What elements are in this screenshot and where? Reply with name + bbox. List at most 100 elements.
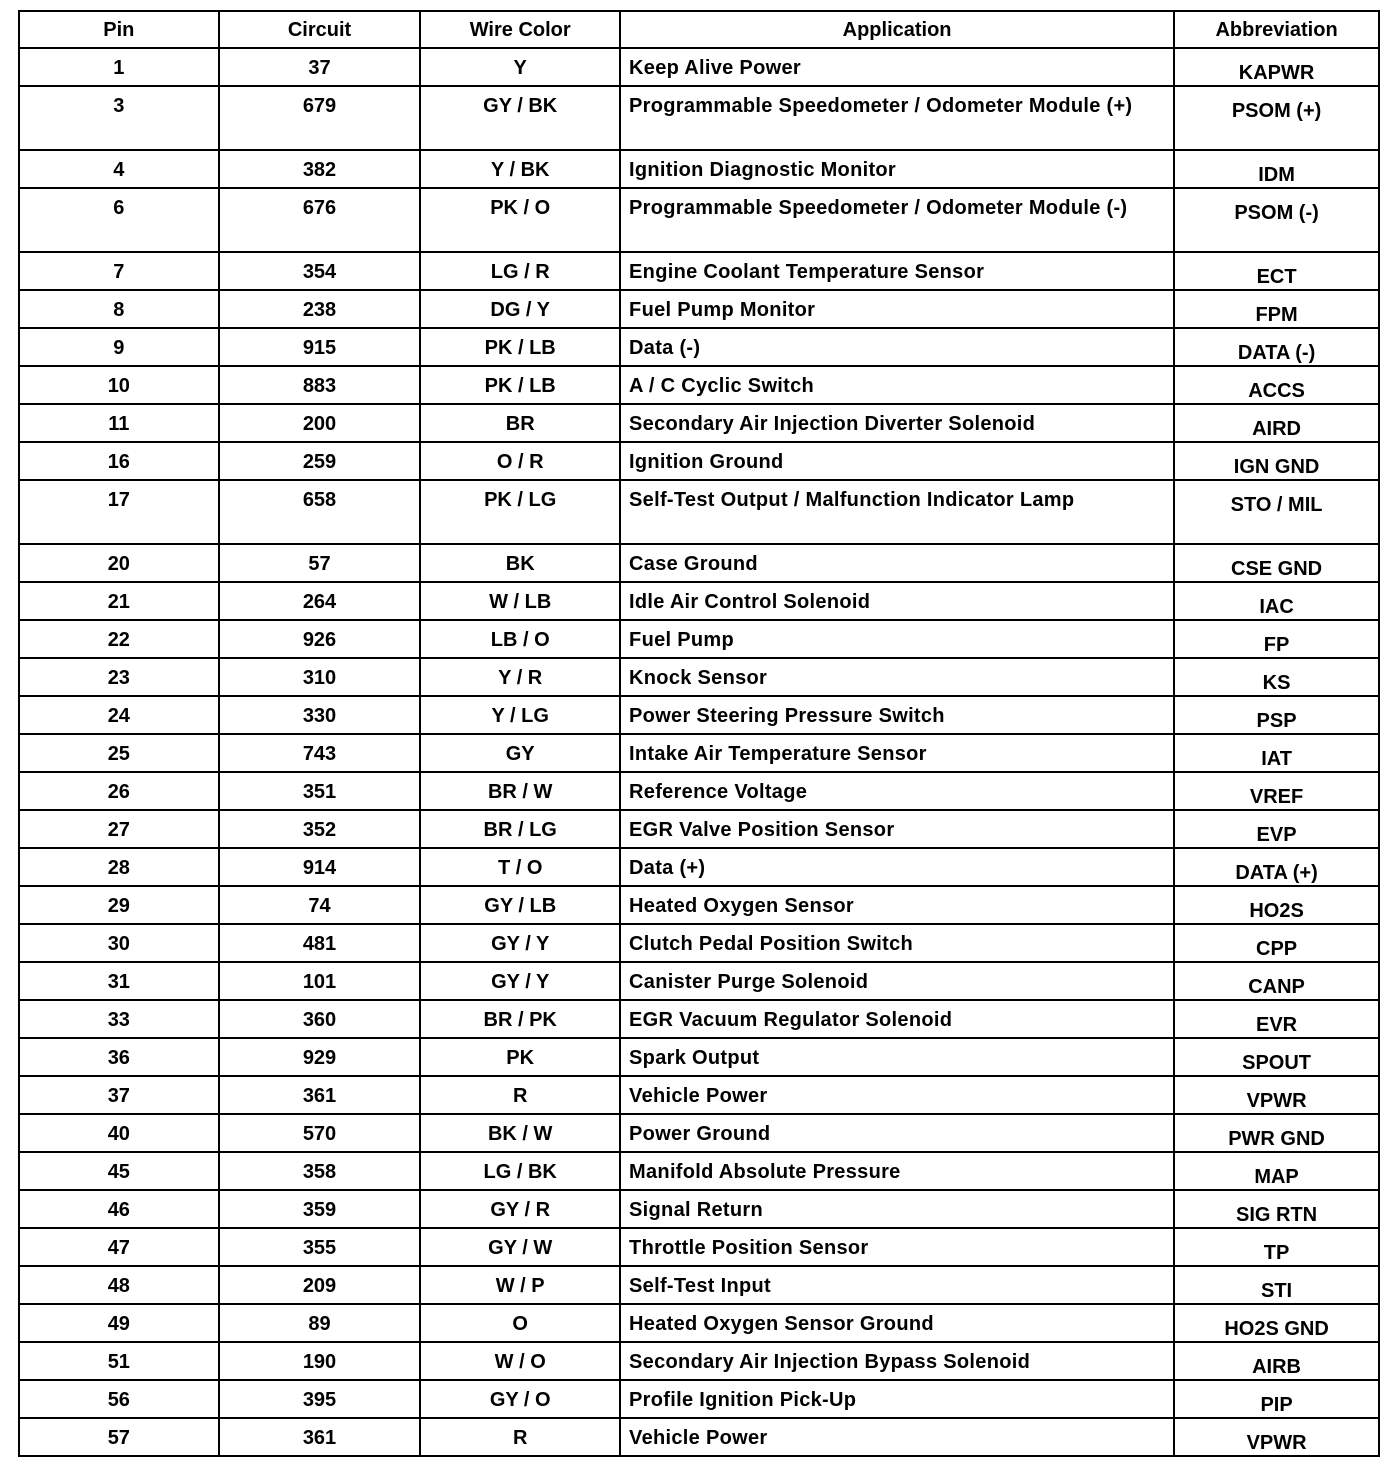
cell-wire-color: BR / LG (419, 809, 622, 849)
cell-circuit: 351 (217, 771, 422, 811)
cell-abbreviation: CPP (1173, 923, 1380, 963)
cell-application: Engine Coolant Temperature Sensor (619, 251, 1176, 291)
cell-circuit: 481 (217, 923, 422, 963)
table-row: 36 929 PK Spark Output SPOUT (18, 1037, 1380, 1077)
cell-application: Power Ground (619, 1113, 1176, 1153)
cell-wire-color: GY / Y (419, 961, 622, 1001)
cell-application: Clutch Pedal Position Switch (619, 923, 1176, 963)
cell-pin: 24 (18, 695, 220, 735)
cell-application: Knock Sensor (619, 657, 1176, 697)
table-row: 27 352 BR / LG EGR Valve Position Sensor EVP (18, 809, 1380, 849)
cell-wire-color: PK / O (419, 187, 622, 253)
cell-abbreviation: AIRB (1173, 1341, 1380, 1381)
cell-circuit: 382 (217, 149, 422, 189)
cell-wire-color: PK / LB (419, 365, 622, 405)
cell-circuit: 914 (217, 847, 422, 887)
cell-application: Programmable Speedometer / Odometer Modu… (619, 187, 1176, 253)
table-row: 23 310 Y / R Knock Sensor KS (18, 657, 1380, 697)
cell-abbreviation: PIP (1173, 1379, 1380, 1419)
cell-application: Keep Alive Power (619, 47, 1176, 87)
cell-pin: 26 (18, 771, 220, 811)
cell-circuit: 89 (217, 1303, 422, 1343)
table-row: 29 74 GY / LB Heated Oxygen Sensor HO2S (18, 885, 1380, 925)
cell-wire-color: BK / W (419, 1113, 622, 1153)
cell-circuit: 330 (217, 695, 422, 735)
cell-pin: 56 (18, 1379, 220, 1419)
cell-pin: 47 (18, 1227, 220, 1267)
cell-abbreviation: DATA (-) (1173, 327, 1380, 367)
cell-application: Signal Return (619, 1189, 1176, 1229)
cell-abbreviation: SIG RTN (1173, 1189, 1380, 1229)
cell-pin: 49 (18, 1303, 220, 1343)
cell-abbreviation: VREF (1173, 771, 1380, 811)
cell-circuit: 74 (217, 885, 422, 925)
cell-pin: 51 (18, 1341, 220, 1381)
table-row: 45 358 LG / BK Manifold Absolute Pressure MA… (18, 1151, 1380, 1191)
table-row: 1 37 Y Keep Alive Power KAPWR (18, 47, 1380, 87)
cell-application: Reference Voltage (619, 771, 1176, 811)
cell-wire-color: GY / R (419, 1189, 622, 1229)
cell-pin: 7 (18, 251, 220, 291)
table-row: 46 359 GY / R Signal Return SIG RTN (18, 1189, 1380, 1229)
table-row: 8 238 DG / Y Fuel Pump Monitor FPM (18, 289, 1380, 329)
cell-abbreviation: FP (1173, 619, 1380, 659)
cell-application: Heated Oxygen Sensor Ground (619, 1303, 1176, 1343)
cell-pin: 31 (18, 961, 220, 1001)
cell-abbreviation: PSOM (+) (1173, 85, 1380, 151)
cell-application: Vehicle Power (619, 1075, 1176, 1115)
cell-abbreviation: IGN GND (1173, 441, 1380, 481)
cell-wire-color: GY / LB (419, 885, 622, 925)
cell-circuit: 395 (217, 1379, 422, 1419)
cell-wire-color: BR (419, 403, 622, 443)
cell-wire-color: GY / Y (419, 923, 622, 963)
cell-pin: 36 (18, 1037, 220, 1077)
table-row: 21 264 W / LB Idle Air Control Solenoid IAC (18, 581, 1380, 621)
cell-abbreviation: HO2S (1173, 885, 1380, 925)
cell-wire-color: Y / R (419, 657, 622, 697)
cell-circuit: 929 (217, 1037, 422, 1077)
cell-circuit: 360 (217, 999, 422, 1039)
cell-application: Secondary Air Injection Bypass Solenoid (619, 1341, 1176, 1381)
header-row: Pin Circuit Wire Color Application Abbre… (18, 10, 1380, 49)
cell-pin: 29 (18, 885, 220, 925)
cell-application: Fuel Pump (619, 619, 1176, 659)
cell-pin: 8 (18, 289, 220, 329)
cell-circuit: 190 (217, 1341, 422, 1381)
cell-pin: 21 (18, 581, 220, 621)
cell-abbreviation: IAT (1173, 733, 1380, 773)
cell-circuit: 361 (217, 1417, 422, 1457)
cell-wire-color: GY (419, 733, 622, 773)
cell-abbreviation: CSE GND (1173, 543, 1380, 583)
cell-circuit: 101 (217, 961, 422, 1001)
cell-circuit: 676 (217, 187, 422, 253)
cell-wire-color: Y (419, 47, 622, 87)
cell-abbreviation: FPM (1173, 289, 1380, 329)
cell-pin: 48 (18, 1265, 220, 1305)
cell-abbreviation: TP (1173, 1227, 1380, 1267)
table-row: 57 361 R Vehicle Power VPWR (18, 1417, 1380, 1457)
cell-circuit: 570 (217, 1113, 422, 1153)
cell-circuit: 354 (217, 251, 422, 291)
cell-pin: 20 (18, 543, 220, 583)
cell-pin: 10 (18, 365, 220, 405)
cell-circuit: 658 (217, 479, 422, 545)
table-row: 37 361 R Vehicle Power VPWR (18, 1075, 1380, 1115)
cell-application: Vehicle Power (619, 1417, 1176, 1457)
cell-circuit: 358 (217, 1151, 422, 1191)
cell-application: Canister Purge Solenoid (619, 961, 1176, 1001)
cell-wire-color: BR / PK (419, 999, 622, 1039)
cell-pin: 9 (18, 327, 220, 367)
cell-pin: 45 (18, 1151, 220, 1191)
cell-circuit: 679 (217, 85, 422, 151)
cell-abbreviation: ECT (1173, 251, 1380, 291)
cell-application: Data (-) (619, 327, 1176, 367)
table-row: 17 658 PK / LG Self-Test Output / Malfuncti… (18, 479, 1380, 545)
cell-circuit: 352 (217, 809, 422, 849)
table-row: 28 914 T / O Data (+) DATA (+) (18, 847, 1380, 887)
cell-application: Profile Ignition Pick-Up (619, 1379, 1176, 1419)
cell-pin: 33 (18, 999, 220, 1039)
table-row: 11 200 BR Secondary Air Injection Diverter … (18, 403, 1380, 443)
cell-pin: 3 (18, 85, 220, 151)
cell-wire-color: T / O (419, 847, 622, 887)
cell-pin: 23 (18, 657, 220, 697)
